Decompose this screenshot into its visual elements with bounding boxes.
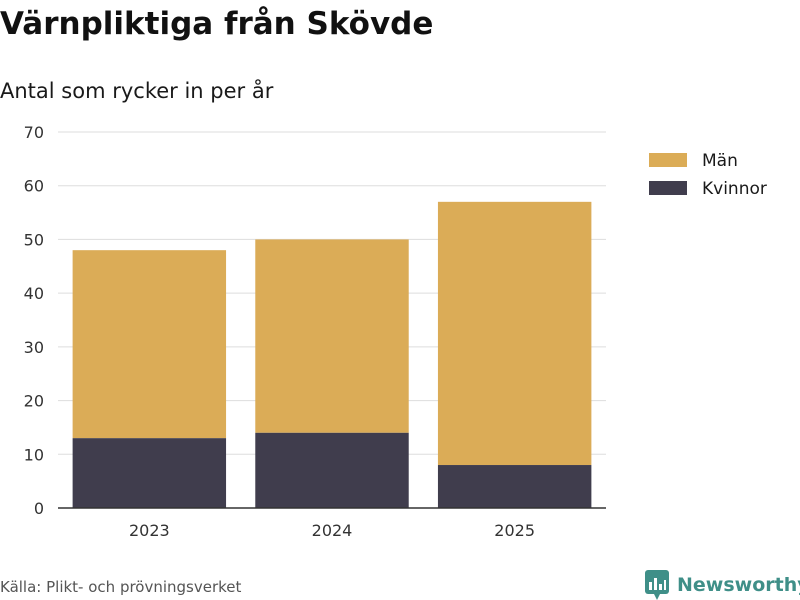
y-tick-label: 0: [34, 499, 44, 518]
chart-subtitle: Antal som rycker in per år: [0, 79, 274, 103]
legend-label: Kvinnor: [702, 179, 767, 199]
bar-kvinnor-2024: [255, 432, 409, 508]
x-tick-label: 2023: [129, 521, 170, 540]
bar-kvinnor-2023: [72, 438, 227, 508]
chart-title: Värnpliktiga från Skövde: [0, 6, 434, 42]
legend-label: Män: [702, 151, 738, 171]
y-tick-label: 20: [24, 392, 44, 411]
bar-man-2023: [72, 250, 227, 439]
y-tick-label: 10: [24, 445, 44, 464]
y-tick-label: 30: [24, 338, 44, 357]
brand-name: Newsworthy: [677, 574, 800, 596]
source-note: Källa: Plikt- och prövningsverket: [0, 578, 242, 596]
x-tick-label: 2025: [494, 521, 535, 540]
legend-swatch-män: [649, 153, 687, 167]
newsworthy-icon: [645, 570, 669, 600]
bar-man-2024: [255, 239, 409, 433]
bar-kvinnor-2025: [437, 465, 592, 508]
y-tick-label: 60: [24, 177, 44, 196]
legend-swatch-kvinnor: [649, 181, 687, 195]
y-tick-label: 40: [24, 284, 44, 303]
y-tick-label: 50: [24, 230, 44, 249]
bar-man-2025: [437, 201, 592, 466]
newsworthy-logo: Newsworthy: [645, 570, 800, 600]
y-tick-label: 70: [24, 123, 44, 142]
x-tick-label: 2024: [312, 521, 353, 540]
